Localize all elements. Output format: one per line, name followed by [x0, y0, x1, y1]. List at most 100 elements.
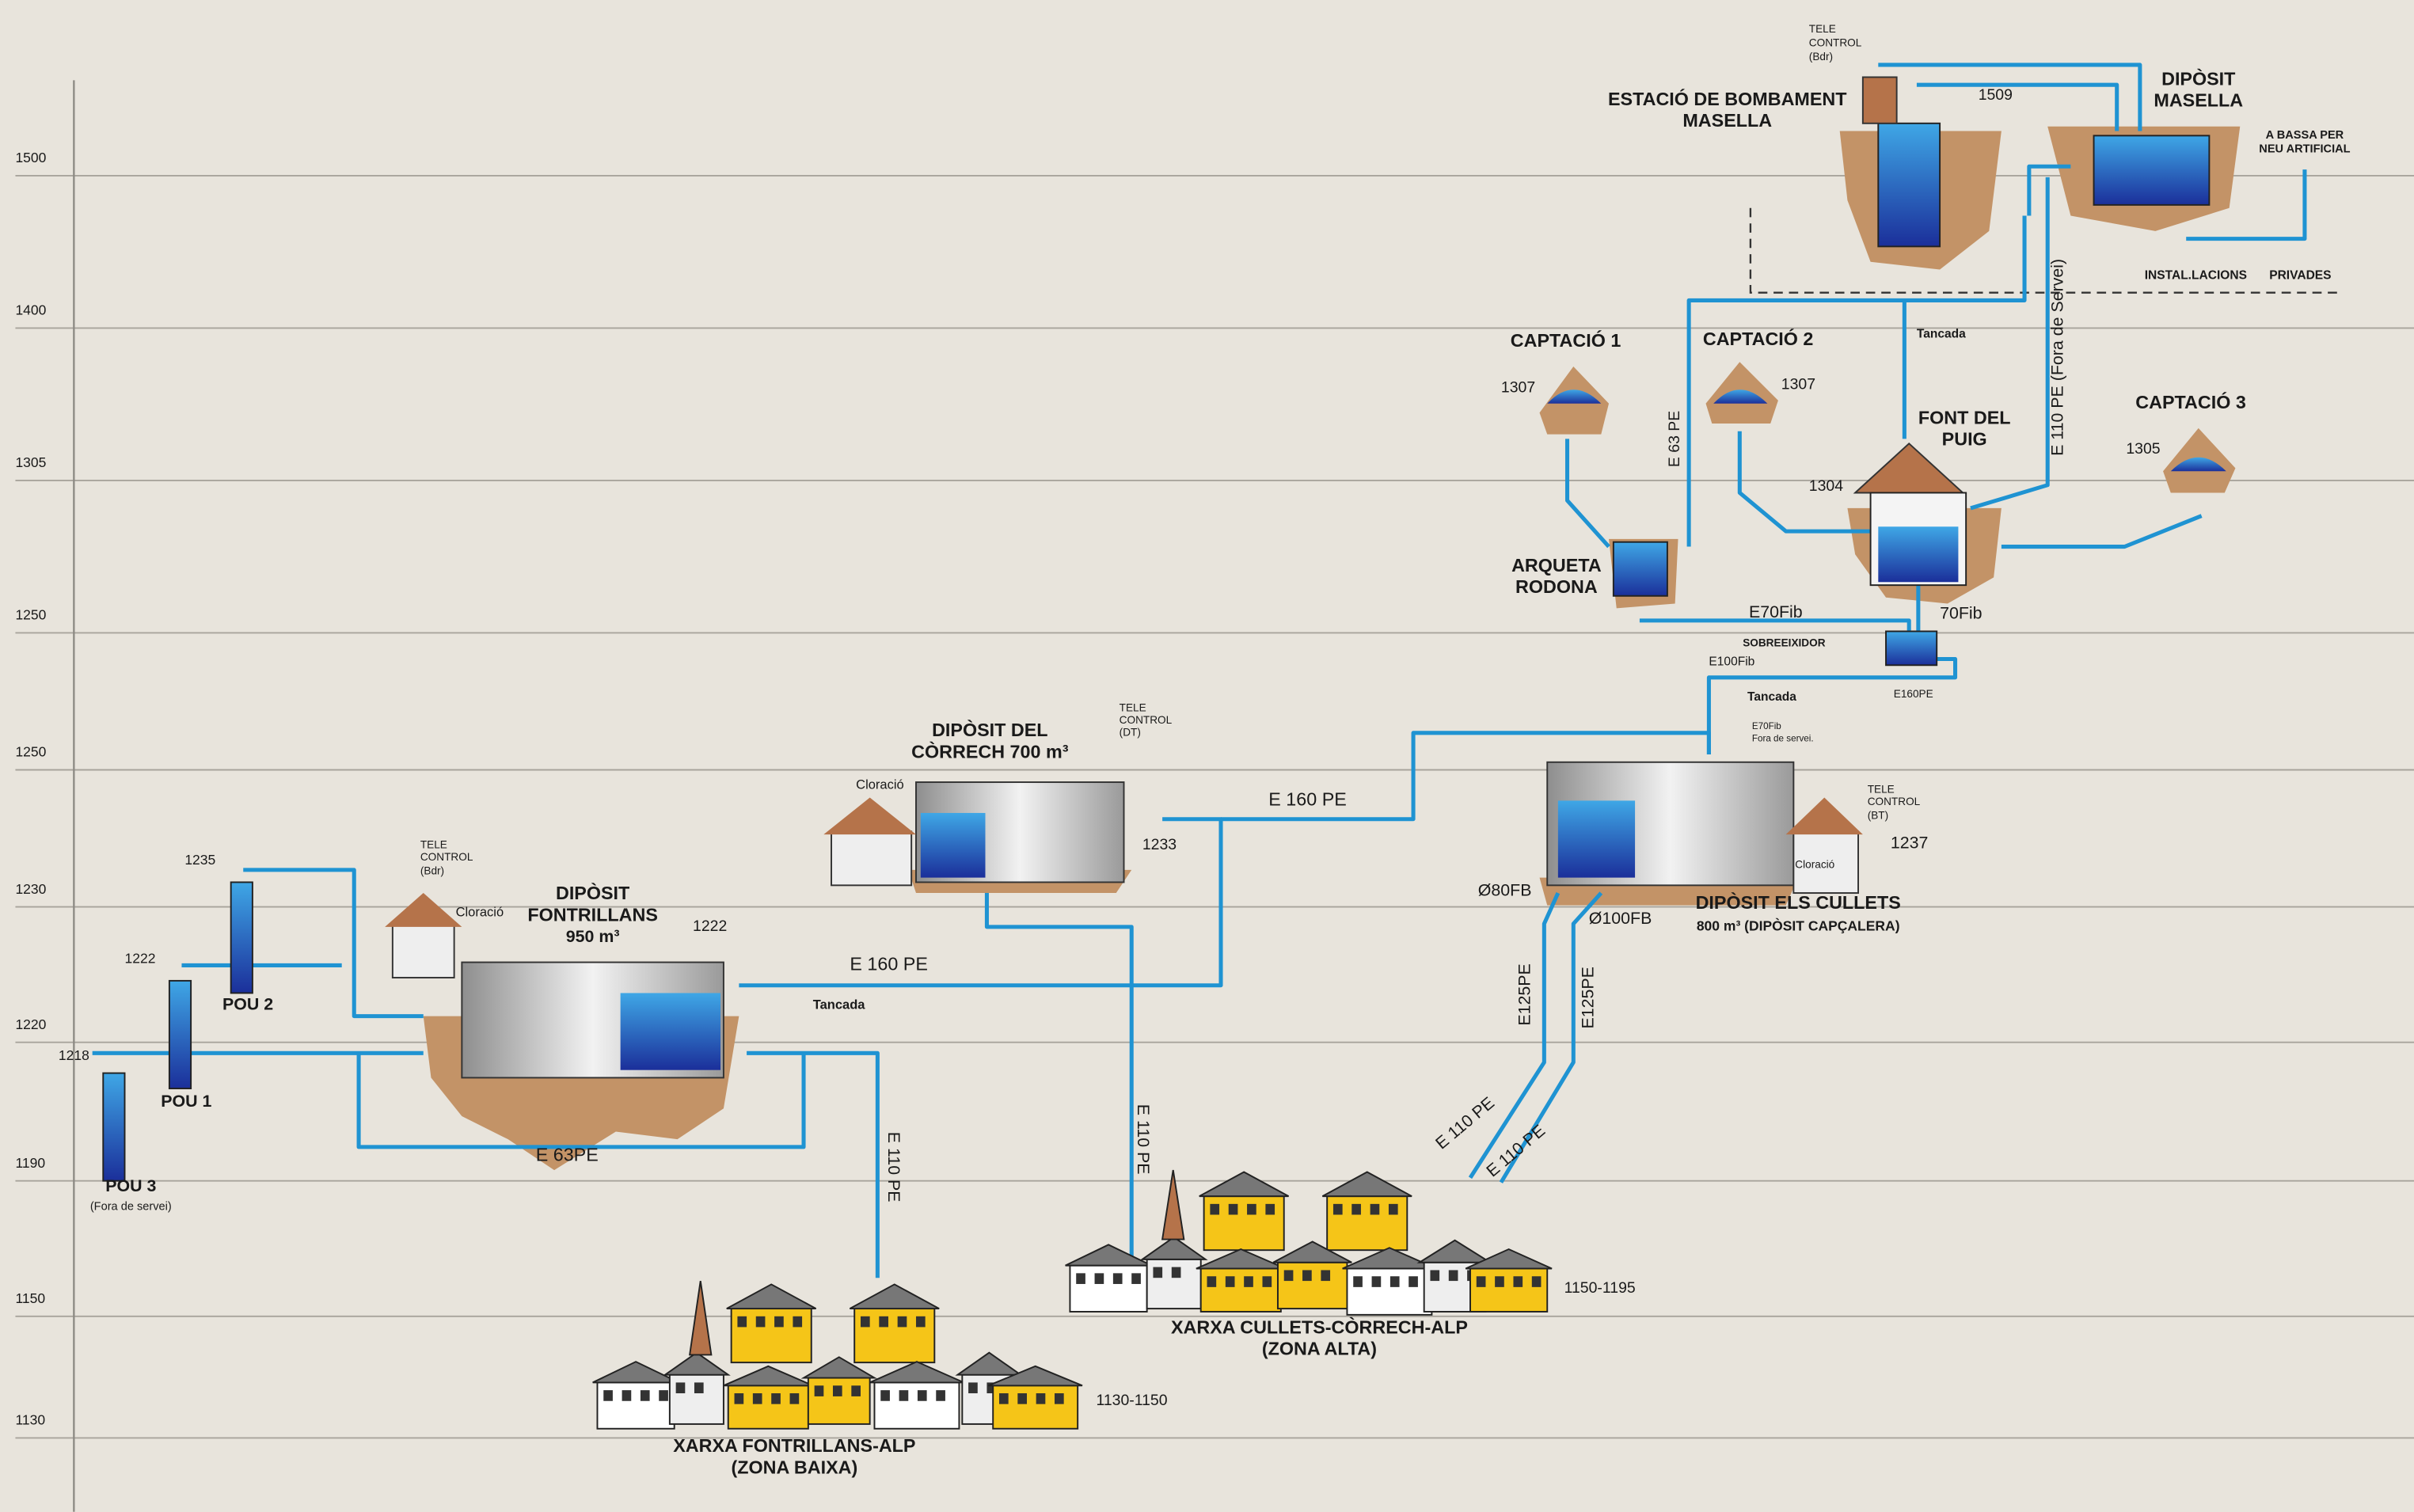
label: 1218	[59, 1047, 89, 1063]
label: (Fora de servei)	[90, 1201, 172, 1214]
label: Ø100FB	[1589, 909, 1652, 928]
label: E125PE	[1578, 967, 1597, 1028]
roof	[1343, 1248, 1437, 1268]
label: E 160 PE	[1268, 789, 1347, 810]
window	[898, 1316, 907, 1328]
label: (DT)	[1120, 726, 1141, 738]
label: ESTACIÓ DE BOMBAMENT	[1608, 88, 1847, 109]
label: (ZONA ALTA)	[1262, 1339, 1377, 1359]
elevation-label: 1400	[15, 302, 46, 318]
window	[815, 1385, 824, 1396]
label: POU 3	[105, 1176, 156, 1195]
window	[1113, 1273, 1123, 1284]
house	[808, 1378, 870, 1424]
window	[641, 1390, 650, 1401]
house	[728, 1385, 808, 1428]
window	[1284, 1270, 1294, 1281]
towns	[593, 1170, 1552, 1429]
label: RODONA	[1515, 576, 1598, 597]
label: E 160 PE	[850, 954, 928, 974]
window	[756, 1316, 766, 1328]
label: DIPÒSIT ELS CULLETS	[1696, 891, 1901, 913]
roof	[1322, 1172, 1412, 1197]
label: TELE	[1120, 701, 1146, 713]
window	[1131, 1273, 1141, 1284]
label: 1233	[1142, 836, 1177, 853]
elevation-label: 1130	[15, 1412, 45, 1428]
label: Tancada	[1917, 327, 1966, 340]
house	[597, 1382, 674, 1428]
label: (ZONA BAIXA)	[731, 1457, 857, 1477]
private-boundary	[1751, 208, 2340, 293]
window	[735, 1393, 744, 1404]
elevation-label: 1250	[15, 744, 46, 760]
overflow-box	[1886, 631, 1937, 665]
house	[874, 1382, 959, 1428]
label: Fora de servei.	[1752, 734, 1814, 744]
label: E 110 PE	[1432, 1093, 1498, 1153]
label: 950 m³	[566, 927, 620, 946]
window	[1390, 1276, 1400, 1287]
label: E 110 PE	[884, 1132, 903, 1202]
label: E70Fib	[1752, 721, 1781, 731]
pou-3	[103, 1073, 124, 1181]
roof	[1420, 1240, 1490, 1263]
label: CAPTACIÓ 3	[2135, 391, 2246, 412]
label: INSTAL.LACIONS	[2145, 268, 2247, 282]
label: 1222	[693, 917, 727, 935]
label: PUIG	[1942, 429, 1987, 450]
window	[1321, 1270, 1330, 1281]
window	[880, 1390, 890, 1401]
label: E 63PE	[536, 1145, 599, 1165]
house	[1470, 1269, 1547, 1312]
elevation-label: 1230	[15, 881, 46, 897]
pou-1	[169, 981, 191, 1088]
label: FONT DEL	[1918, 407, 2011, 427]
window	[916, 1316, 926, 1328]
label: XARXA CULLETS-CÒRRECH-ALP	[1171, 1316, 1468, 1338]
pipes	[93, 65, 2305, 1301]
label: SOBREEIXIDOR	[1743, 637, 1826, 649]
label: E160PE	[1894, 688, 1933, 700]
window	[771, 1393, 781, 1404]
window	[774, 1316, 784, 1328]
label: E 110 PE	[1483, 1121, 1549, 1180]
window	[1372, 1276, 1382, 1287]
roof	[1199, 1172, 1289, 1197]
pump-house	[1863, 77, 1897, 123]
house	[1278, 1263, 1348, 1309]
roof	[1196, 1249, 1286, 1269]
window	[1333, 1204, 1343, 1215]
elevation-label: 1220	[15, 1016, 46, 1032]
window	[1076, 1273, 1085, 1284]
window	[1095, 1273, 1104, 1284]
roof	[870, 1362, 964, 1382]
house	[1070, 1266, 1146, 1312]
window	[918, 1390, 927, 1401]
label: XARXA FONTRILLANS-ALP	[673, 1435, 915, 1456]
window	[1055, 1393, 1064, 1404]
label: 1509	[1979, 86, 2013, 104]
window	[1495, 1276, 1504, 1287]
label: 1222	[125, 950, 156, 966]
label: (Bdr)	[1809, 51, 1833, 63]
window	[737, 1316, 747, 1328]
label: 800 m³ (DIPÒSIT CAPÇALERA)	[1697, 917, 1900, 933]
window	[1353, 1276, 1363, 1287]
window	[968, 1382, 978, 1393]
label: DIPÒSIT DEL	[932, 719, 1047, 740]
window	[1210, 1204, 1219, 1215]
label: CONTROL	[420, 851, 473, 863]
label: E125PE	[1515, 963, 1534, 1025]
house	[1347, 1269, 1431, 1315]
label: E 110 PE	[1134, 1104, 1153, 1175]
label: E 63 PE	[1666, 411, 1683, 467]
window	[1172, 1267, 1181, 1278]
label: Tancada	[1747, 690, 1796, 704]
window	[1247, 1204, 1256, 1215]
pou-2	[231, 882, 253, 993]
diagram: 1500140013051250125012301220119011501130	[0, 0, 2414, 1512]
label: 1307	[1501, 378, 1535, 396]
label: 1130-1150	[1096, 1392, 1167, 1409]
roof	[1066, 1244, 1152, 1265]
